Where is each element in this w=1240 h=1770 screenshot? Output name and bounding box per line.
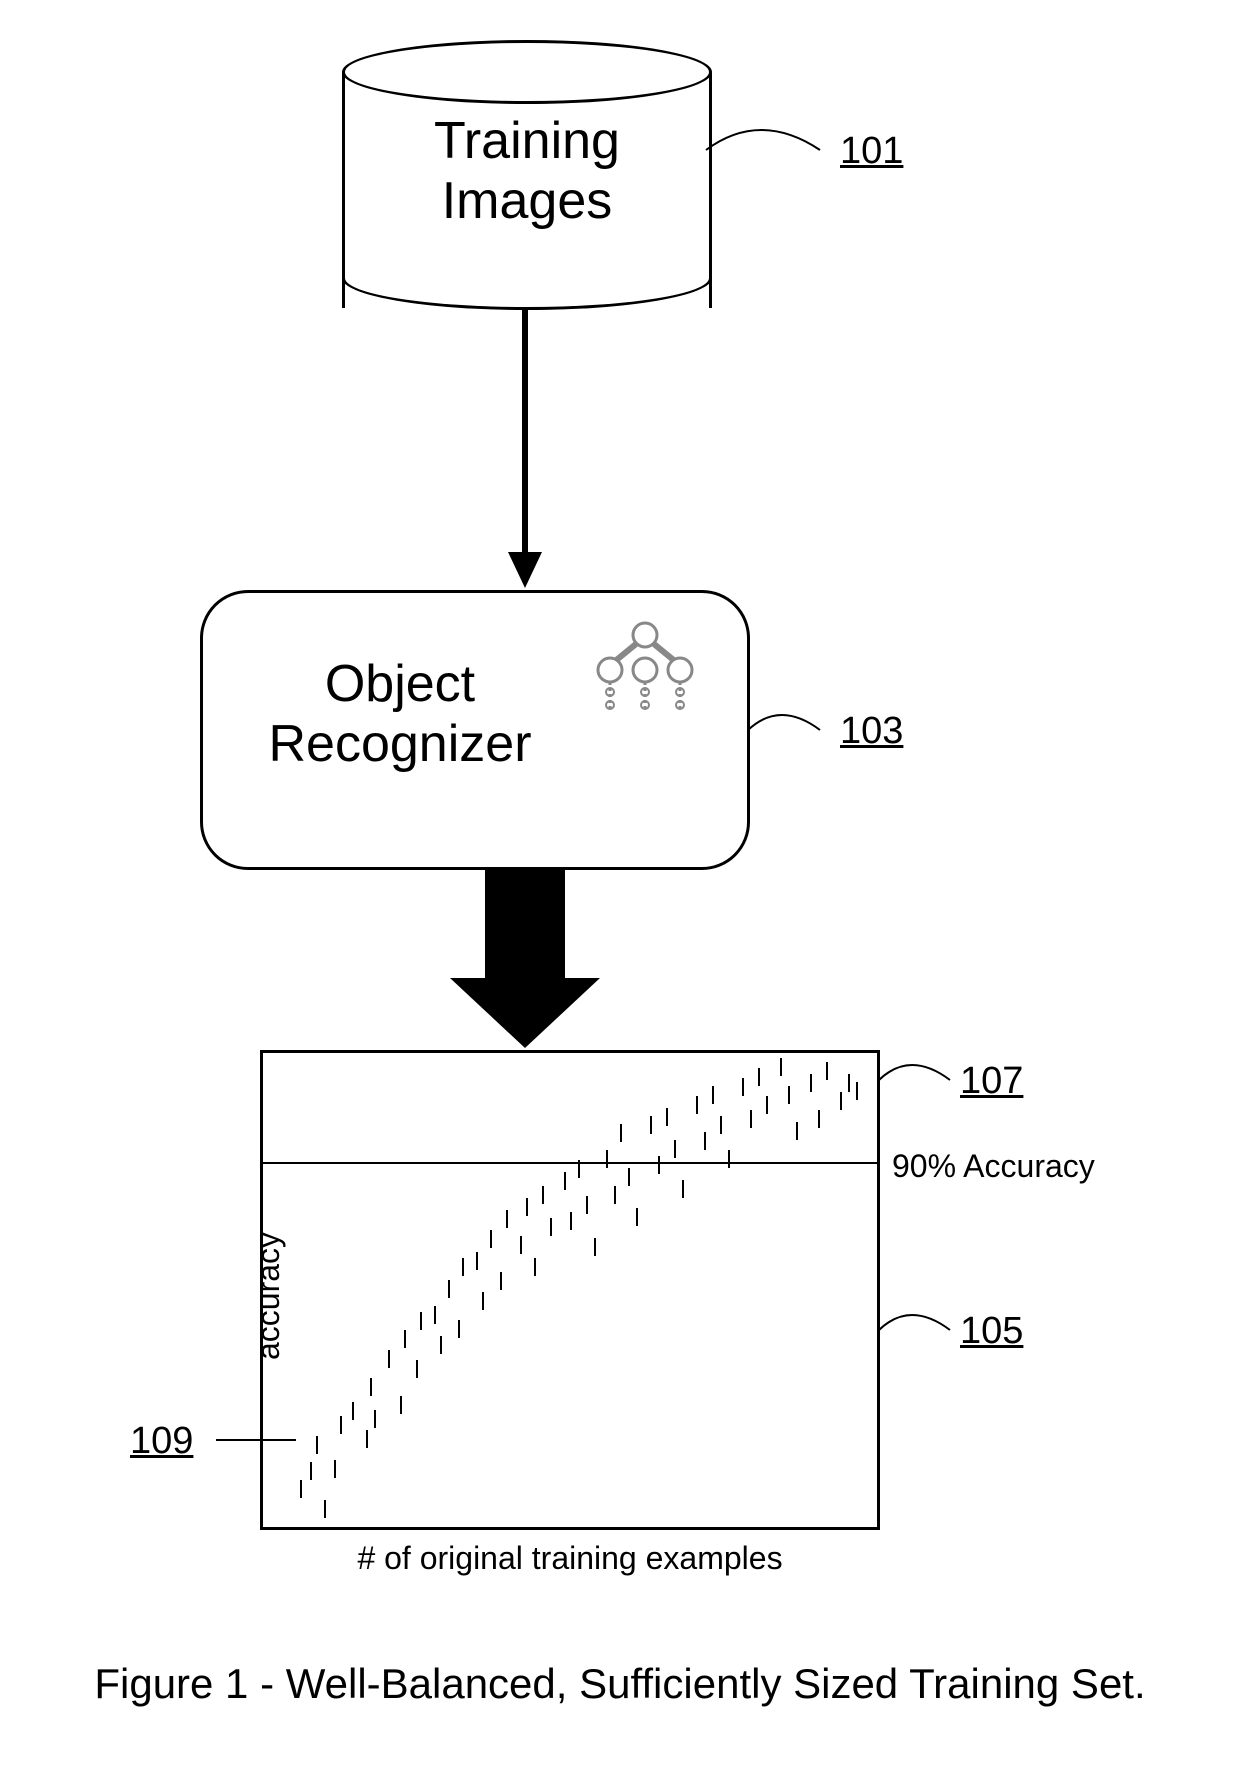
chart-box	[260, 1050, 880, 1530]
box-label-line1: Object	[325, 655, 475, 713]
scatter-tick	[458, 1320, 460, 1338]
cylinder-bottom	[342, 246, 712, 310]
ref-101: 101	[840, 130, 903, 173]
accuracy-threshold-label: 90% Accuracy	[892, 1148, 1095, 1185]
scatter-tick	[370, 1378, 372, 1396]
scatter-tick	[400, 1396, 402, 1414]
scatter-tick	[434, 1306, 436, 1324]
scatter-tick	[712, 1086, 714, 1104]
scatter-tick	[586, 1196, 588, 1214]
scatter-tick	[818, 1110, 820, 1128]
scatter-tick	[324, 1500, 326, 1518]
scatter-tick	[578, 1160, 580, 1178]
scatter-tick	[534, 1258, 536, 1276]
scatter-tick	[696, 1096, 698, 1114]
y-axis-label: accuracy	[250, 1232, 287, 1360]
scatter-tick	[856, 1082, 858, 1100]
scatter-tick	[490, 1230, 492, 1248]
scatter-tick	[636, 1208, 638, 1226]
scatter-tick	[658, 1156, 660, 1174]
scatter-tick	[682, 1180, 684, 1198]
scatter-tick	[316, 1436, 318, 1454]
scatter-tick	[340, 1416, 342, 1434]
scatter-tick	[476, 1252, 478, 1270]
scatter-tick	[614, 1186, 616, 1204]
scatter-tick	[300, 1480, 302, 1498]
cylinder-label: Training Images	[342, 112, 712, 232]
scatter-tick	[482, 1292, 484, 1310]
scatter-tick	[506, 1210, 508, 1228]
scatter-tick	[366, 1430, 368, 1448]
x-axis-label: # of original training examples	[260, 1540, 880, 1577]
scatter-tick	[594, 1238, 596, 1256]
scatter-tick	[420, 1312, 422, 1330]
scatter-tick	[564, 1172, 566, 1190]
scatter-tick	[388, 1350, 390, 1368]
figure-caption: Figure 1 - Well-Balanced, Sufficiently S…	[0, 1660, 1240, 1708]
scatter-tick	[728, 1150, 730, 1168]
scatter-tick	[462, 1258, 464, 1276]
scatter-tick	[628, 1168, 630, 1186]
scatter-tick	[666, 1108, 668, 1126]
scatter-tick	[542, 1186, 544, 1204]
scatter-tick	[310, 1462, 312, 1480]
scatter-tick	[352, 1402, 354, 1420]
cylinder-label-line2: Images	[442, 172, 613, 230]
cylinder-training-images: Training Images	[342, 40, 712, 310]
scatter-tick	[620, 1124, 622, 1142]
scatter-tick	[448, 1280, 450, 1298]
scatter-tick	[780, 1058, 782, 1076]
scatter-tick	[796, 1122, 798, 1140]
scatter-tick	[810, 1074, 812, 1092]
scatter-tick	[416, 1360, 418, 1378]
ref-105: 105	[960, 1310, 1023, 1353]
accuracy-threshold-line	[260, 1162, 880, 1164]
scatter-tick	[826, 1062, 828, 1080]
scatter-tick	[650, 1116, 652, 1134]
scatter-tick	[840, 1092, 842, 1110]
scatter-tick	[750, 1110, 752, 1128]
scatter-tick	[550, 1218, 552, 1236]
scatter-tick	[766, 1096, 768, 1114]
scatter-tick	[720, 1116, 722, 1134]
scatter-tick	[526, 1198, 528, 1216]
box-label-line2: Recognizer	[268, 715, 531, 773]
scatter-tick	[440, 1336, 442, 1354]
scatter-tick	[788, 1086, 790, 1104]
scatter-tick	[848, 1074, 850, 1092]
scatter-tick	[742, 1078, 744, 1096]
cylinder-label-line1: Training	[434, 112, 620, 170]
scatter-tick	[520, 1236, 522, 1254]
scatter-tick	[758, 1068, 760, 1086]
scatter-tick	[334, 1460, 336, 1478]
ref-103: 103	[840, 710, 903, 753]
scatter-tick	[570, 1212, 572, 1230]
scatter-tick	[500, 1272, 502, 1290]
scatter-tick	[374, 1410, 376, 1428]
cylinder-top	[342, 40, 712, 104]
neural-net-icon	[580, 620, 710, 750]
scatter-tick	[704, 1132, 706, 1150]
ref-109: 109	[130, 1420, 193, 1463]
box-label: Object Recognizer	[240, 655, 560, 775]
ref-107: 107	[960, 1060, 1023, 1103]
scatter-tick	[674, 1140, 676, 1158]
scatter-tick	[404, 1330, 406, 1348]
scatter-tick	[606, 1150, 608, 1168]
diagram-canvas: Training Images 101 Object Recognizer	[0, 0, 1240, 1770]
